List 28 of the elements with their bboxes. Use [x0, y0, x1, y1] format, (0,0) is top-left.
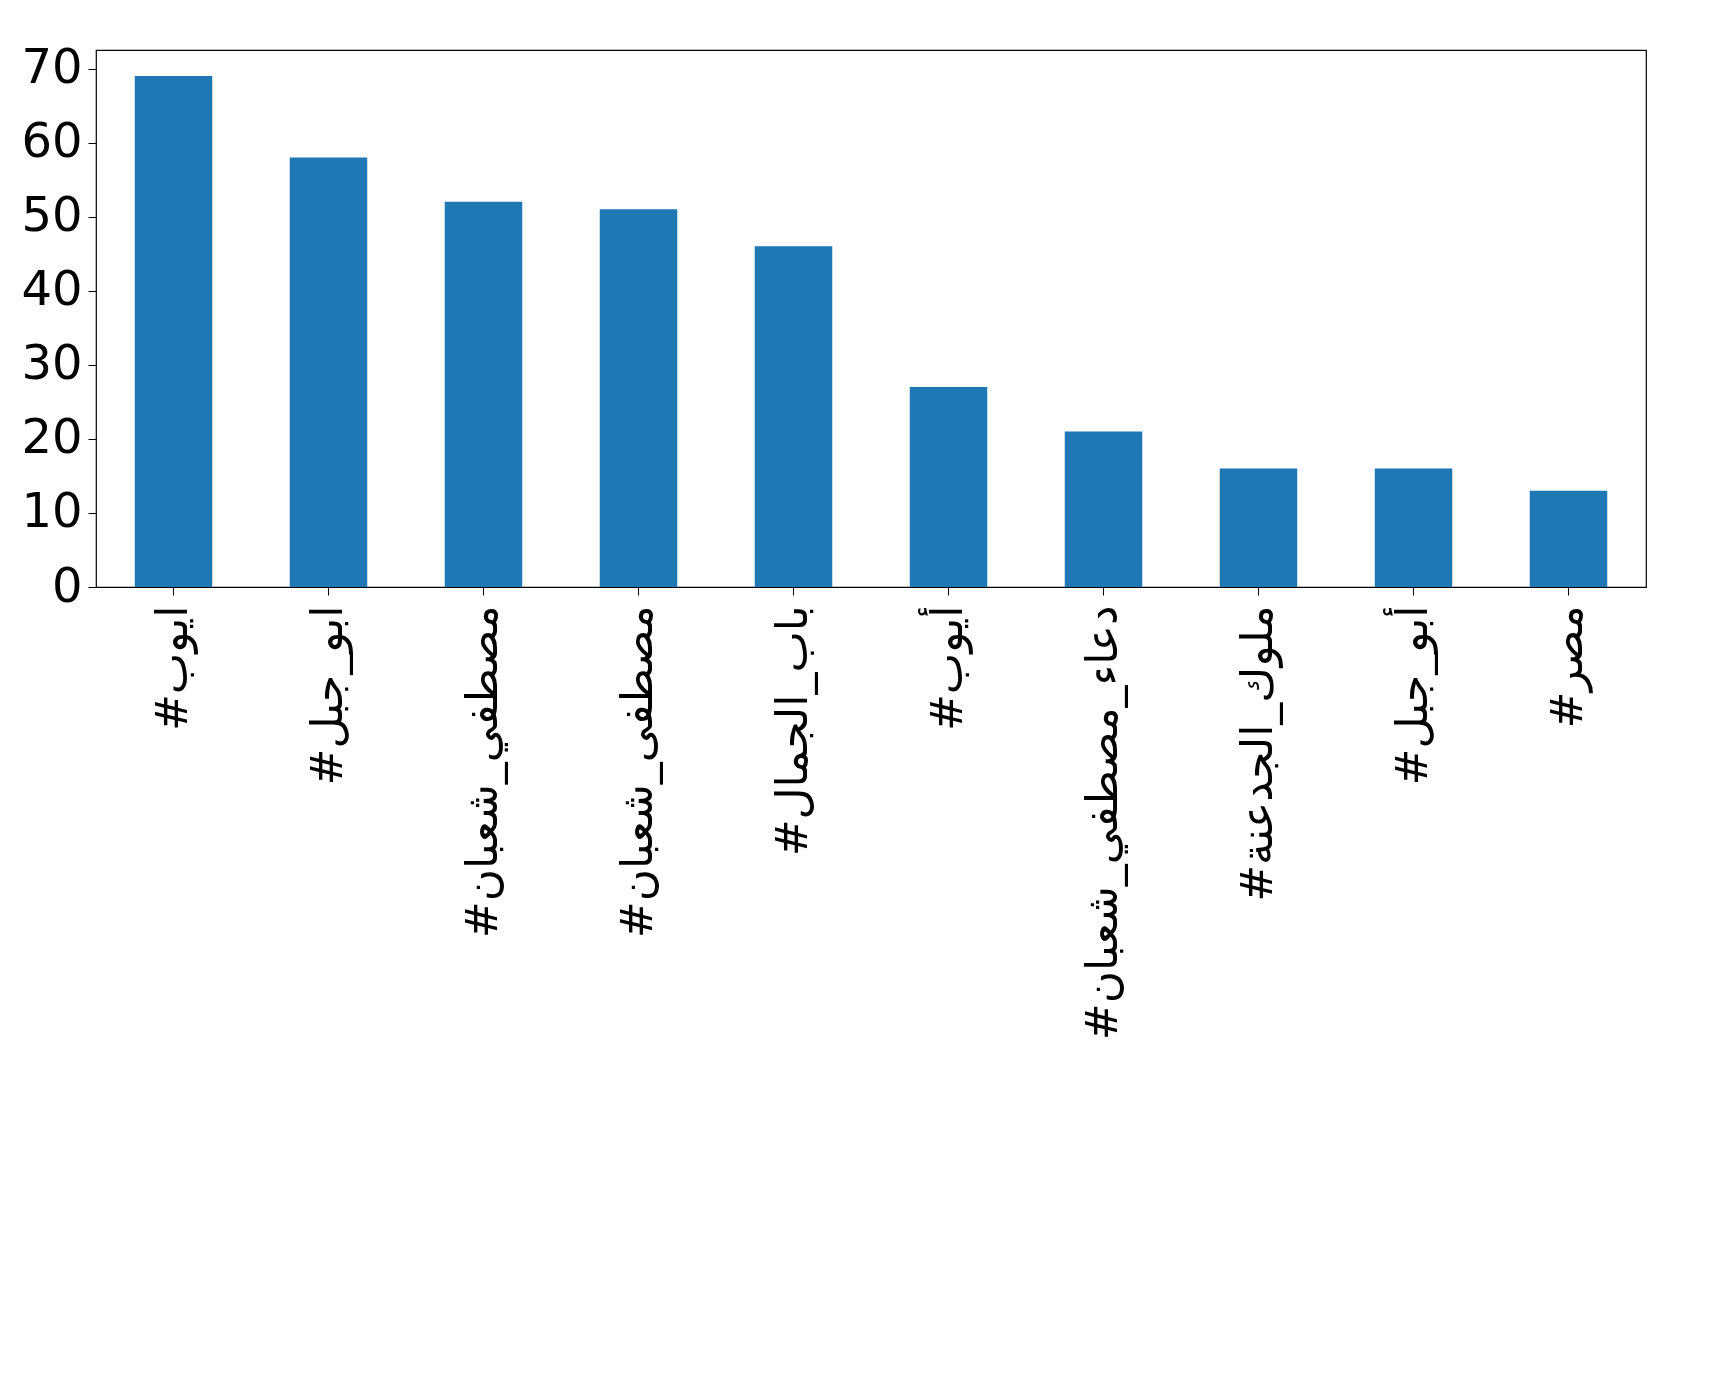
x-tick-label: #باب_الجمال	[765, 605, 818, 857]
x-tick-label: #ايوب	[145, 605, 198, 731]
bar	[289, 157, 368, 587]
x-tick-label: #دعاء_مصطفي_شعبان	[1075, 605, 1128, 1041]
x-tick-label: #أيوب	[917, 605, 973, 731]
x-tick-label: #مصطفي_شعبان	[455, 605, 508, 939]
x-tick-label: #ابو_جبل	[300, 605, 353, 786]
y-tick-label: 40	[21, 260, 83, 317]
y-tick-label: 70	[21, 38, 83, 95]
y-tick-label: 20	[21, 408, 83, 465]
x-tick-label: #مصطفى_شعبان	[610, 605, 663, 939]
x-tick-label: #أبو_جبل	[1382, 605, 1438, 786]
bar	[754, 246, 833, 587]
y-tick-label: 0	[51, 556, 83, 613]
bar	[444, 201, 523, 587]
x-tick-label: #مصر	[1540, 605, 1593, 729]
bar	[599, 209, 678, 587]
bar	[1064, 431, 1143, 587]
x-tick-label: #ملوك_الجدعنة	[1230, 605, 1283, 902]
y-tick-label: 10	[21, 482, 83, 539]
bar	[134, 75, 213, 587]
bar	[909, 387, 988, 587]
y-tick-label: 60	[21, 112, 83, 169]
y-tick-label: 50	[21, 186, 83, 243]
bar	[1219, 468, 1298, 587]
bar	[1374, 468, 1453, 587]
y-tick-label: 30	[21, 334, 83, 391]
bar	[1529, 490, 1608, 587]
